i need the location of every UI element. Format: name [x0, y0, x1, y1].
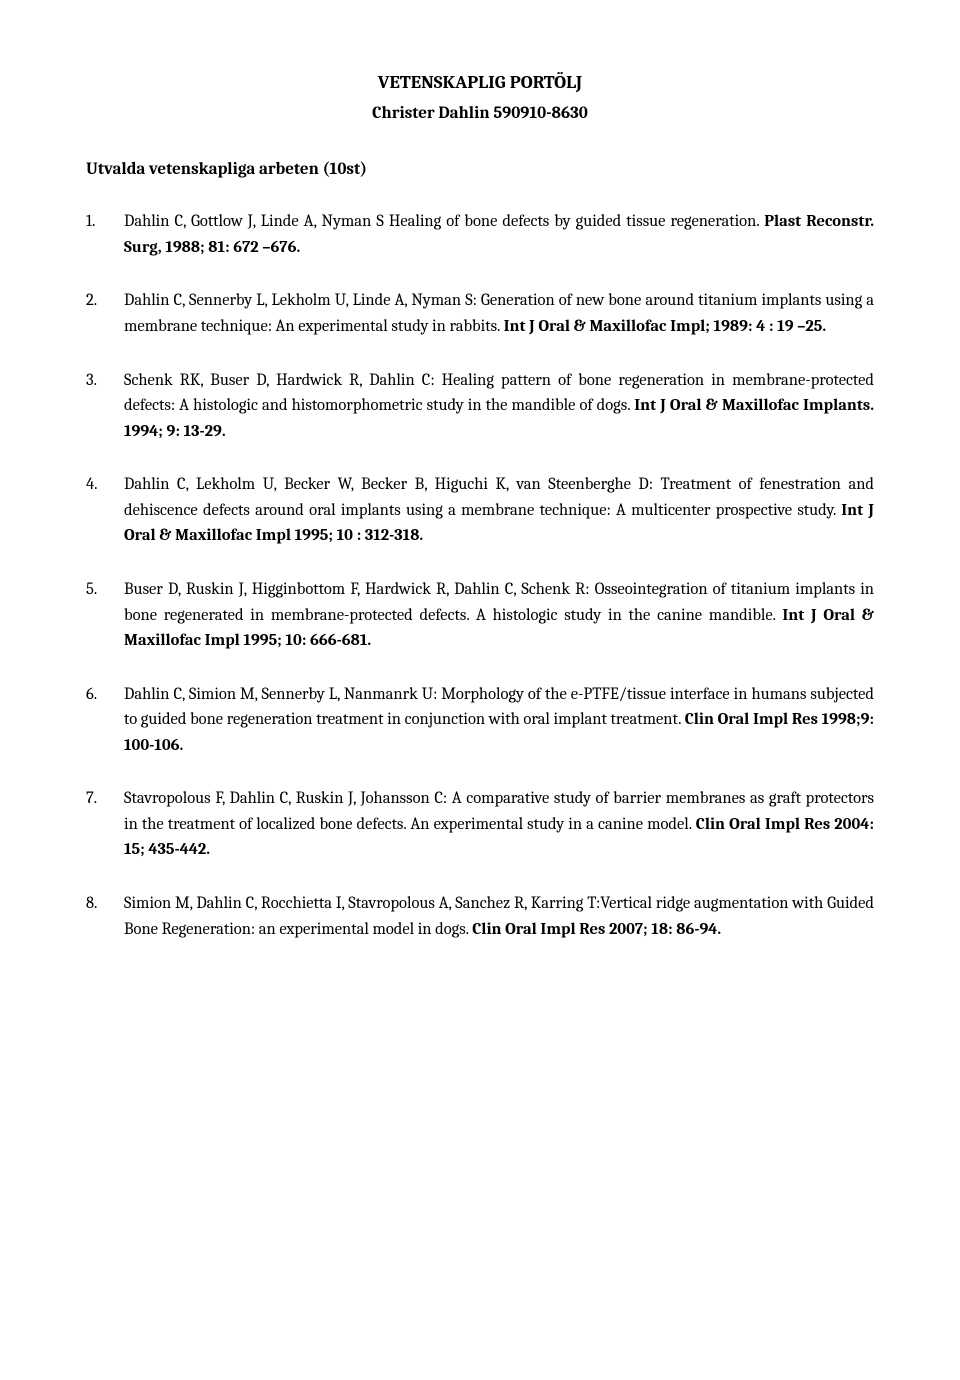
- reference-entry: 3. Schenk RK, Buser D, Hardwick R, Dahli…: [86, 368, 874, 445]
- entry-body: Dahlin C, Lekholm U, Becker W, Becker B,…: [124, 472, 874, 549]
- page-title-line1: VETENSKAPLIG PORTÖLJ: [86, 68, 874, 97]
- entry-body: Stavropolous F, Dahlin C, Ruskin J, Joha…: [124, 786, 874, 863]
- entry-number: 1.: [86, 209, 124, 260]
- entry-number: 4.: [86, 472, 124, 549]
- reference-entry: 7. Stavropolous F, Dahlin C, Ruskin J, J…: [86, 786, 874, 863]
- reference-entry: 2. Dahlin C, Sennerby L, Lekholm U, Lind…: [86, 288, 874, 339]
- reference-entry: 1. Dahlin C, Gottlow J, Linde A, Nyman S…: [86, 209, 874, 260]
- entry-text: Buser D, Ruskin J, Higginbottom F, Hardw…: [124, 580, 874, 625]
- entry-body: Dahlin C, Simion M, Sennerby L, Nanmanrk…: [124, 682, 874, 759]
- entry-number: 6.: [86, 682, 124, 759]
- entry-text: Dahlin C, Lekholm U, Becker W, Becker B,…: [124, 475, 874, 520]
- entry-citation: Clin Oral Impl Res 2007; 18: 86-94.: [472, 920, 721, 939]
- entry-body: Simion M, Dahlin C, Rocchietta I, Stavro…: [124, 891, 874, 942]
- section-heading: Utvalda vetenskapliga arbeten (10st): [86, 157, 874, 183]
- reference-entry: 5. Buser D, Ruskin J, Higginbottom F, Ha…: [86, 577, 874, 654]
- page-title-line2: Christer Dahlin 590910-8630: [86, 101, 874, 127]
- entry-text: Dahlin C, Gottlow J, Linde A, Nyman S He…: [124, 212, 764, 231]
- reference-entry: 6. Dahlin C, Simion M, Sennerby L, Nanma…: [86, 682, 874, 759]
- entry-body: Schenk RK, Buser D, Hardwick R, Dahlin C…: [124, 368, 874, 445]
- entry-number: 2.: [86, 288, 124, 339]
- entry-body: Buser D, Ruskin J, Higginbottom F, Hardw…: [124, 577, 874, 654]
- entry-body: Dahlin C, Gottlow J, Linde A, Nyman S He…: [124, 209, 874, 260]
- entry-number: 7.: [86, 786, 124, 863]
- reference-entry: 4. Dahlin C, Lekholm U, Becker W, Becker…: [86, 472, 874, 549]
- entry-number: 3.: [86, 368, 124, 445]
- entry-number: 8.: [86, 891, 124, 942]
- entry-number: 5.: [86, 577, 124, 654]
- reference-entry: 8. Simion M, Dahlin C, Rocchietta I, Sta…: [86, 891, 874, 942]
- entry-citation: Int J Oral & Maxillofac Impl; 1989: 4 : …: [504, 317, 827, 336]
- entry-body: Dahlin C, Sennerby L, Lekholm U, Linde A…: [124, 288, 874, 339]
